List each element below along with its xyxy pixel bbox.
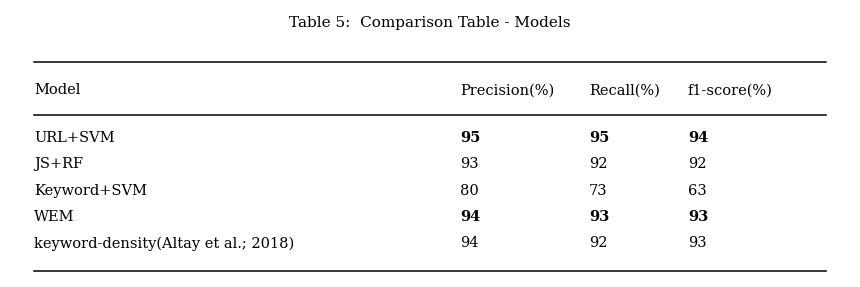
Text: 93: 93	[589, 210, 610, 224]
Text: 94: 94	[460, 236, 479, 250]
Text: 95: 95	[589, 131, 610, 145]
Text: 80: 80	[460, 184, 479, 197]
Text: 93: 93	[688, 210, 709, 224]
Text: Recall(%): Recall(%)	[589, 84, 660, 97]
Text: 92: 92	[688, 157, 707, 171]
Text: 93: 93	[688, 236, 707, 250]
Text: 63: 63	[688, 184, 707, 197]
Text: 95: 95	[460, 131, 481, 145]
Text: 92: 92	[589, 157, 608, 171]
Text: 93: 93	[460, 157, 479, 171]
Text: 92: 92	[589, 236, 608, 250]
Text: WEM: WEM	[34, 210, 75, 224]
Text: 94: 94	[688, 131, 709, 145]
Text: JS+RF: JS+RF	[34, 157, 83, 171]
Text: Model: Model	[34, 84, 81, 97]
Text: 94: 94	[460, 210, 481, 224]
Text: 73: 73	[589, 184, 608, 197]
Text: Table 5:  Comparison Table - Models: Table 5: Comparison Table - Models	[289, 16, 571, 30]
Text: f1-score(%): f1-score(%)	[688, 84, 773, 97]
Text: URL+SVM: URL+SVM	[34, 131, 115, 145]
Text: keyword-density(Altay et al.; 2018): keyword-density(Altay et al.; 2018)	[34, 236, 295, 251]
Text: Keyword+SVM: Keyword+SVM	[34, 184, 147, 197]
Text: Precision(%): Precision(%)	[460, 84, 555, 97]
